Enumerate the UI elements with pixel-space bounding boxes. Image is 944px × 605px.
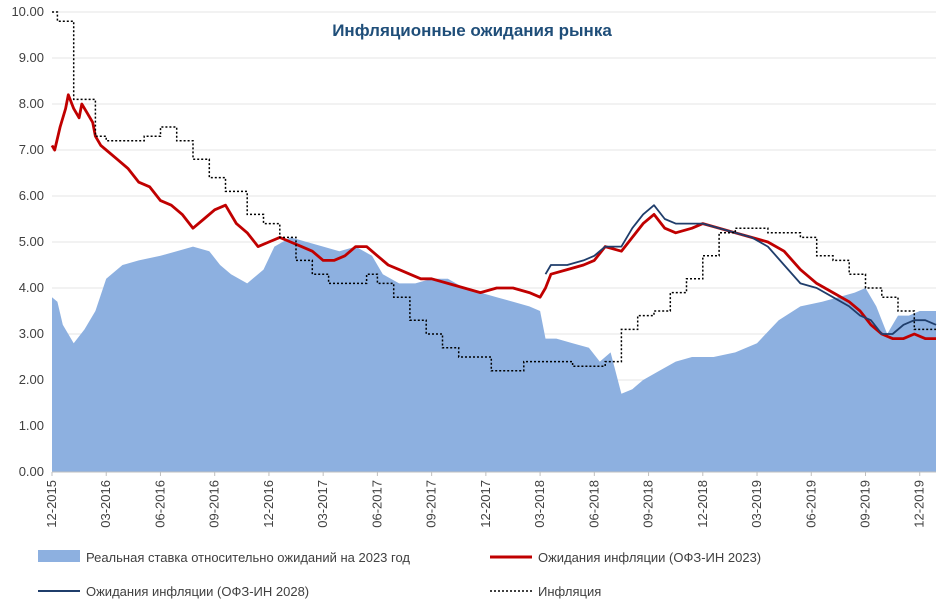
series-real-rate-area <box>52 237 936 472</box>
x-tick-label: 06-2018 <box>586 480 601 528</box>
legend-label: Ожидания инфляции (ОФЗ-ИН 2028) <box>86 584 309 599</box>
x-tick-label: 09-2019 <box>857 480 872 528</box>
x-tick-label: 12-2015 <box>44 480 59 528</box>
y-tick-label: 4.00 <box>19 280 44 295</box>
y-tick-label: 2.00 <box>19 372 44 387</box>
x-tick-label: 12-2018 <box>695 480 710 528</box>
chart-title: Инфляционные ожидания рынка <box>332 21 612 40</box>
x-tick-label: 09-2016 <box>207 480 222 528</box>
series-inflation-step <box>52 11 936 372</box>
line-series-layer <box>50 11 937 372</box>
y-tick-label: 0.00 <box>19 464 44 479</box>
y-tick-label: 9.00 <box>19 50 44 65</box>
x-tick-label: 09-2017 <box>424 480 439 528</box>
x-tick-label: 06-2019 <box>803 480 818 528</box>
x-tick-label: 09-2018 <box>641 480 656 528</box>
x-tick-label: 12-2016 <box>261 480 276 528</box>
y-tick-label: 5.00 <box>19 234 44 249</box>
legend-label: Реальная ставка относительно ожиданий на… <box>86 550 410 565</box>
area-series-layer <box>52 237 936 472</box>
y-tick-label: 3.00 <box>19 326 44 341</box>
x-tick-label: 03-2017 <box>315 480 330 528</box>
legend-label: Инфляция <box>538 584 601 599</box>
x-tick-label: 06-2016 <box>152 480 167 528</box>
legend-label: Ожидания инфляции (ОФЗ-ИН 2023) <box>538 550 761 565</box>
x-tick-label: 12-2017 <box>478 480 493 528</box>
axes: 0.00 1.00 2.00 3.00 4.00 5.00 6.00 7.00 8.00 9.00… <box>11 4 936 528</box>
y-tick-label: 7.00 <box>19 142 44 157</box>
series-ofz-2028-line <box>544 204 937 335</box>
y-tick-label: 10.00 <box>11 4 44 19</box>
x-tick-label: 03-2019 <box>749 480 764 528</box>
legend-swatch-area <box>38 550 80 562</box>
x-tick-label: 06-2017 <box>369 480 384 528</box>
legend: Реальная ставка относительно ожиданий на… <box>38 550 761 599</box>
x-tick-label: 12-2019 <box>912 480 927 528</box>
y-tick-label: 6.00 <box>19 188 44 203</box>
x-tick-label: 03-2016 <box>98 480 113 528</box>
series-ofz-2023-line <box>50 93 936 340</box>
y-tick-label: 1.00 <box>19 418 44 433</box>
x-tick-label: 03-2018 <box>532 480 547 528</box>
y-tick-label: 8.00 <box>19 96 44 111</box>
